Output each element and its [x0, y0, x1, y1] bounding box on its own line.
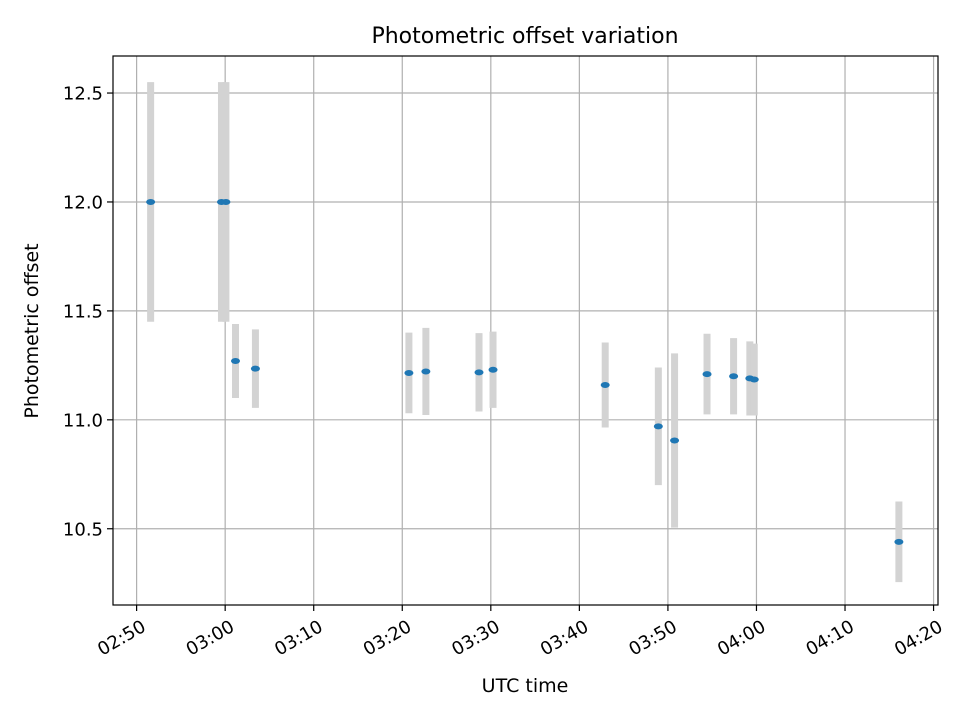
y-tick-label: 10.5: [63, 519, 103, 540]
data-point: [250, 365, 260, 372]
data-point: [221, 198, 231, 205]
data-point: [729, 373, 739, 380]
x-axis-label: UTC time: [482, 675, 569, 697]
data-point: [230, 358, 240, 364]
data-point: [488, 366, 498, 373]
data-point: [474, 369, 484, 376]
data-point: [404, 369, 414, 376]
y-tick-label: 12.0: [63, 192, 103, 213]
data-point: [894, 538, 904, 545]
y-tick-label: 12.5: [63, 84, 103, 105]
data-point: [421, 368, 431, 375]
chart-title: Photometric offset variation: [371, 24, 678, 49]
grid-lines: [113, 56, 938, 605]
data-point: [146, 198, 156, 205]
y-tick-label: 11.5: [63, 301, 103, 322]
plot-frame: [112, 55, 939, 606]
data-point: [749, 376, 759, 383]
data-point: [702, 371, 712, 378]
data-point: [600, 381, 610, 388]
y-axis-label: Photometric offset: [21, 243, 43, 418]
y-axis-ticks: 10.5 11.0 11.5 12.0 12.5: [63, 84, 113, 540]
data-points: [146, 198, 904, 545]
data-point: [653, 423, 663, 430]
y-tick-label: 11.0: [63, 410, 103, 431]
data-point: [670, 437, 680, 444]
